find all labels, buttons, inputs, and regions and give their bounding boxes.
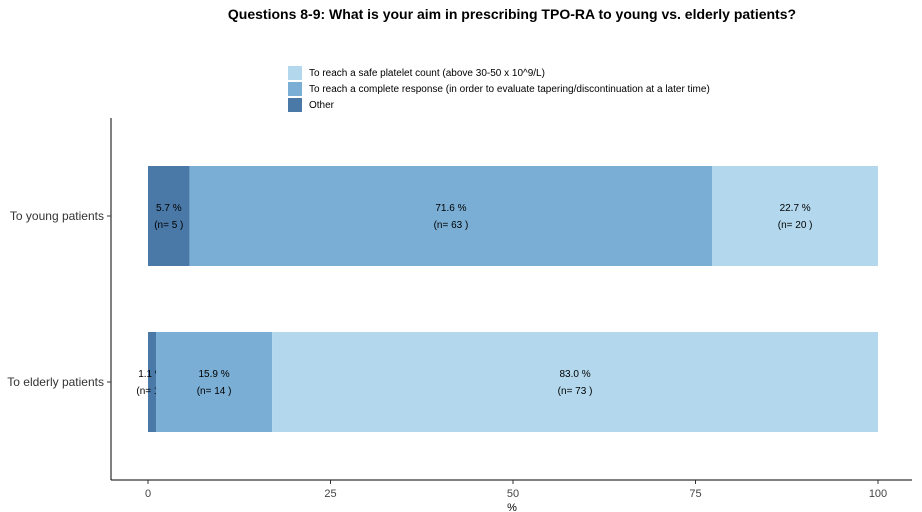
bar-segment	[272, 332, 879, 432]
bar-segment	[148, 332, 157, 432]
data-label: 1.1 %	[138, 369, 164, 380]
legend-item: Other	[288, 97, 710, 113]
data-label: 22.7 %	[780, 203, 811, 214]
x-tick-label: 75	[689, 488, 701, 500]
legend-label: To reach a complete response (in order t…	[309, 83, 710, 95]
chart-title: Questions 8-9: What is your aim in presc…	[227, 6, 797, 22]
bar-segment	[156, 332, 273, 432]
data-label: 5.7 %	[156, 203, 182, 214]
bar-segment	[148, 166, 190, 266]
x-axis-title: %	[507, 502, 517, 512]
y-tick-label: To elderly patients	[7, 375, 104, 389]
legend-label: Other	[309, 99, 335, 111]
legend-item: To reach a safe platelet count (above 30…	[288, 65, 710, 81]
x-tick-label: 100	[869, 488, 887, 500]
data-label-n: (n= 73 )	[558, 386, 593, 397]
legend-swatch	[288, 66, 302, 80]
bar-segment	[712, 166, 878, 266]
data-label: 15.9 %	[198, 369, 229, 380]
bar-segment	[189, 166, 713, 266]
data-label-n: (n= 14 )	[197, 386, 232, 397]
data-label-n: (n= 20 )	[778, 220, 813, 231]
data-label: 83.0 %	[559, 369, 590, 380]
data-label: 71.6 %	[435, 203, 466, 214]
x-tick-label: 0	[145, 488, 151, 500]
legend-swatch	[288, 82, 302, 96]
y-tick-label: To young patients	[10, 209, 104, 223]
data-label-n: (n= 63 )	[434, 220, 469, 231]
data-label-n: (n= 1 )	[136, 386, 165, 397]
x-tick-label: 25	[324, 488, 336, 500]
legend-swatch	[288, 98, 302, 112]
data-label-n: (n= 5 )	[154, 220, 183, 231]
x-tick-label: 50	[507, 488, 519, 500]
legend-item: To reach a complete response (in order t…	[288, 81, 710, 97]
legend: To reach a safe platelet count (above 30…	[288, 65, 710, 113]
legend-label: To reach a safe platelet count (above 30…	[309, 67, 545, 79]
